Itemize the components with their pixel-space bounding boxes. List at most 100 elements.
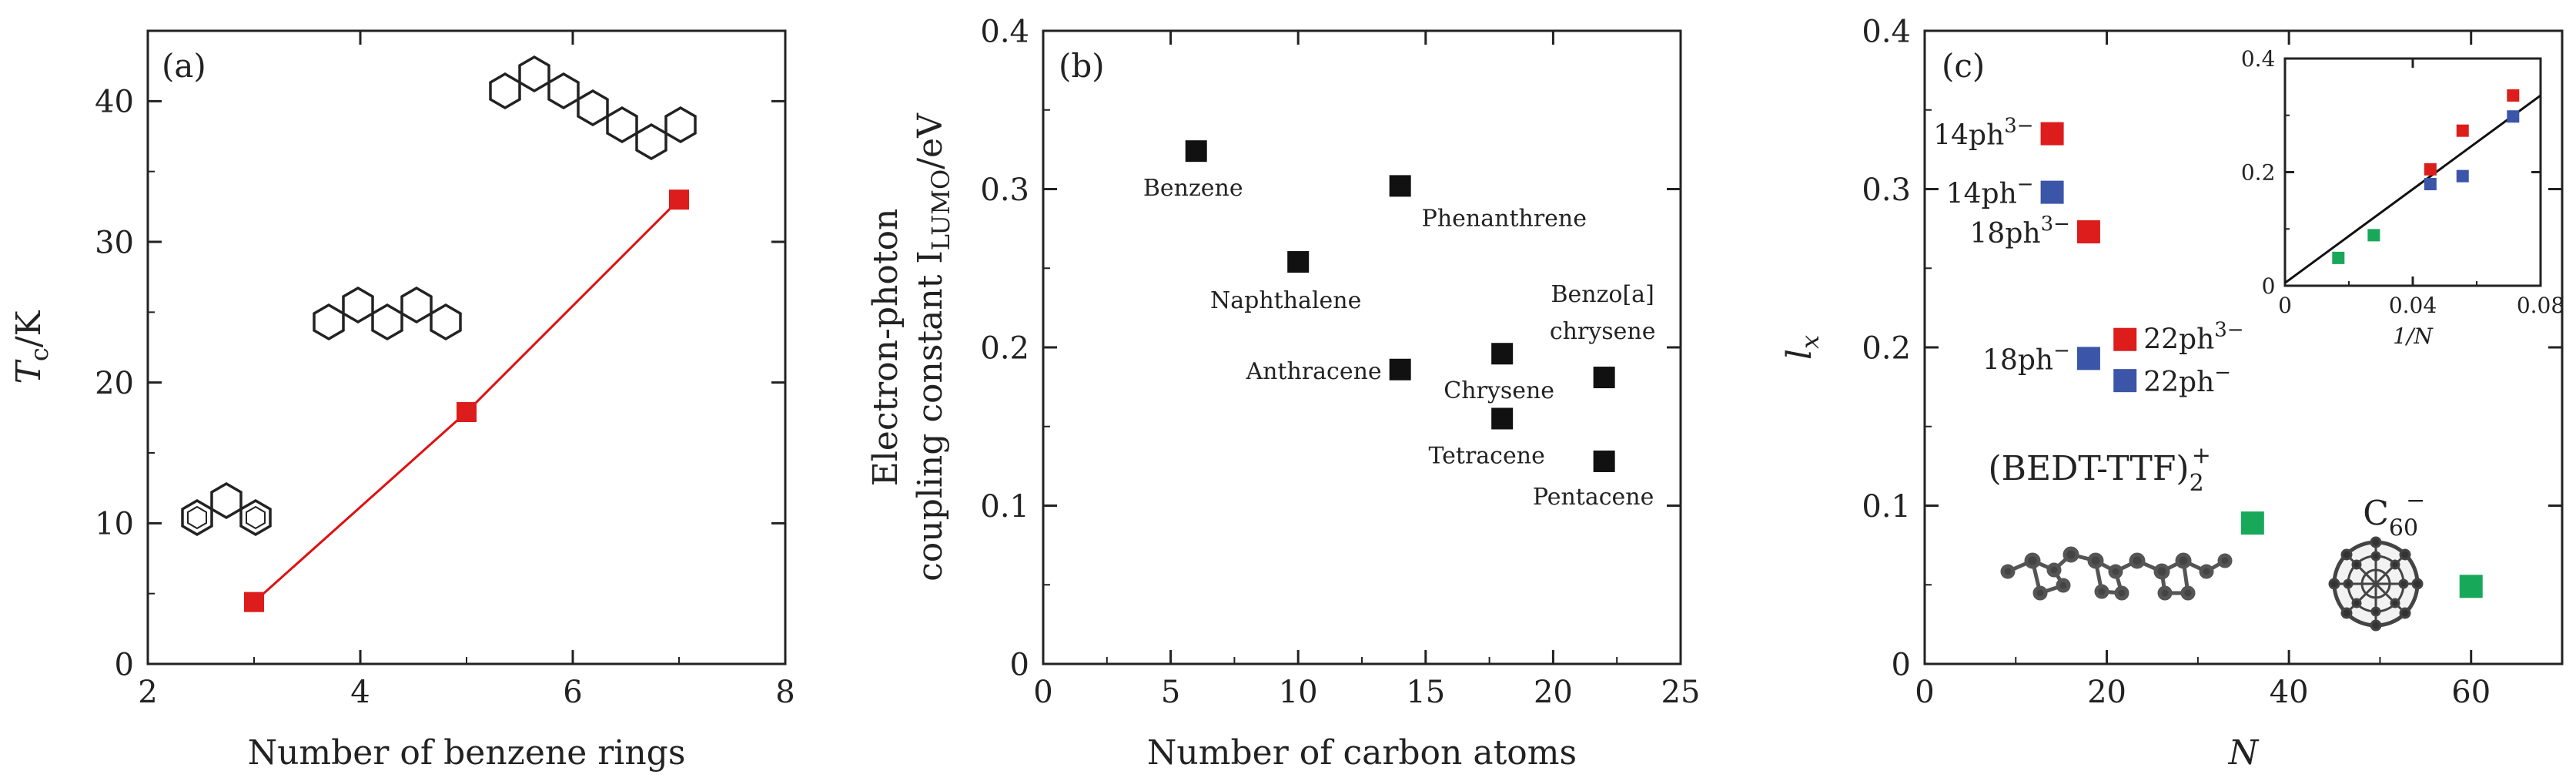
- panel-b-point-label: Anthracene: [1245, 358, 1381, 385]
- panel-b-x-tick-label: 20: [1534, 675, 1573, 710]
- panel-b-point-label: Chrysene: [1444, 377, 1554, 404]
- panel-c-point-label: 14ph3−: [1933, 115, 2033, 152]
- panel-c-data-point: [2076, 220, 2100, 243]
- panel-b-point-label: Tetracene: [1428, 442, 1544, 469]
- panel-b-point-label: Benzene: [1143, 175, 1243, 202]
- panel-b-data-point: [1491, 343, 1514, 365]
- panel-c-y-tick-label: 0.1: [1862, 489, 1911, 525]
- panel-c-data-point: [2459, 575, 2483, 598]
- panel-a-x-tick-label: 2: [138, 675, 157, 710]
- panel-c-y-tick-label: 0.3: [1862, 173, 1911, 208]
- panel-b-data-point: [1389, 175, 1411, 197]
- panel-b-data-point: [1287, 251, 1310, 273]
- panel-b-x-tick-label: 15: [1406, 675, 1445, 710]
- inset-data-point: [2424, 163, 2437, 176]
- panel-b-data-point: [1593, 367, 1615, 389]
- panel-a-y-tick-label: 30: [95, 225, 134, 260]
- panel-a: 2 4 6 8 0 10 20 30 40 (a) Number of benzene ring…: [9, 29, 795, 773]
- panel-c-point-label: 18ph3−: [1970, 213, 2070, 250]
- panel-c-point-label: 18ph−: [1982, 339, 2070, 376]
- panel-b-point-label: Naphthalene: [1210, 287, 1361, 314]
- inset-data-point: [2456, 124, 2469, 137]
- panel-c-y-axis-label: lx: [1780, 335, 1825, 360]
- panel-b-point-label: Phenanthrene: [1422, 205, 1587, 232]
- inset-data-point: [2424, 177, 2437, 190]
- inset-data-point: [2332, 251, 2345, 264]
- panel-a-label: (a): [162, 47, 206, 85]
- panel-c-x-axis-label: N: [2228, 733, 2260, 773]
- panel-a-ticks: 2 4 6 8 0 10 20 30 40: [95, 31, 795, 710]
- bedt-ttf-structure-icon: [2000, 546, 2233, 601]
- inset-x-tick-label: 0: [2278, 293, 2292, 318]
- panel-c-y-tick-label: 0.4: [1862, 14, 1911, 49]
- panel-b-point-label: Pentacene: [1533, 484, 1654, 511]
- panel-c-point-label: 14ph−: [1946, 173, 2034, 210]
- panel-c-data-point: [2076, 347, 2100, 370]
- inset-y-tick-label: 0: [2262, 273, 2276, 299]
- panel-c-data-point: [2040, 122, 2064, 146]
- panel-c-data-point: [2240, 511, 2264, 535]
- panel-a-x-tick-label: 6: [563, 675, 582, 710]
- panel-c-x-tick-label: 0: [1915, 675, 1934, 710]
- panel-b-data-point: [1491, 407, 1514, 430]
- panel-a-x-axis-label: Number of benzene rings: [248, 733, 686, 773]
- panel-a-data-point: [244, 592, 264, 612]
- panel-c-y-tick-label: 0.2: [1862, 330, 1911, 366]
- panel-a-y-tick-label: 20: [95, 366, 134, 401]
- panel-b-x-tick-label: 5: [1161, 675, 1180, 710]
- panel-c-y-tick-label: 0: [1892, 647, 1911, 682]
- panel-b-data-point: [1389, 358, 1411, 380]
- panel-b-point-label: chrysene: [1550, 318, 1656, 345]
- panel-c-label: (c): [1942, 47, 1985, 85]
- panel-b-ticks: 0 5 10 15 20 25 0 0.1 0.2 0.3 0.4: [980, 14, 1700, 710]
- panel-a-y-tick-label: 10: [95, 507, 134, 542]
- panel-c-points: 14ph3− 14ph−18ph3− 22ph3− 18ph− 22ph− (BEDT-T…: [1933, 115, 2483, 598]
- inset-x-tick-label: 0.04: [2389, 293, 2437, 318]
- panel-b: 0 5 10 15 20 25 0 0.1 0.2 0.3 0.4 (b) Number of ca…: [866, 14, 1700, 773]
- panel-c-data-point: [2113, 327, 2137, 351]
- panel-a-data-point: [669, 189, 689, 210]
- c60-fullerene-icon: [2328, 536, 2424, 632]
- panel-c-point-label: 22ph−: [2143, 361, 2231, 398]
- inset-data-point: [2367, 229, 2380, 242]
- inset-fit-line: [2284, 94, 2541, 284]
- phenanthrene-structure-icon: [181, 481, 272, 537]
- panel-a-series: [244, 189, 689, 612]
- panel-c-point-label: (BEDT-TTF)2+: [1989, 442, 2211, 497]
- panel-a-data-point: [457, 402, 477, 423]
- panel-c-inset: 0 0.04 0.08 0 0.2 0.4 1/N: [2241, 46, 2564, 349]
- panel-b-y-tick-label: 0.1: [980, 489, 1029, 525]
- panel-a-y-tick-label: 40: [95, 85, 134, 120]
- panel-b-data-point: [1593, 450, 1615, 472]
- panel-c-ticks: 0 20 40 60 0 0.1 0.2 0.3 0.4: [1862, 14, 2563, 710]
- panel-c-x-tick-label: 40: [2270, 675, 2309, 710]
- inset-ticks: 0 0.04 0.08 0 0.2 0.4: [2241, 46, 2564, 318]
- panel-b-x-tick-label: 10: [1279, 675, 1318, 710]
- panel-c-data-point: [2113, 369, 2137, 393]
- inset-x-axis-label: 1/N: [2393, 323, 2434, 349]
- inset-data-point: [2507, 89, 2520, 102]
- inset-points: [2284, 89, 2541, 284]
- picene-structure-icon: [313, 286, 462, 341]
- panel-b-y-tick-label: 0: [1010, 647, 1029, 682]
- seven-ring-structure-icon: [489, 55, 697, 161]
- panel-a-y-axis-label: Tc/K: [9, 310, 54, 384]
- inset-x-tick-label: 0.08: [2517, 293, 2564, 318]
- panel-b-data-point: [1185, 140, 1207, 163]
- panel-c-x-tick-label: 20: [2087, 675, 2126, 710]
- panel-c-point-label: 22ph3−: [2143, 319, 2243, 356]
- panel-b-y-axis-label-line2: coupling constant ILUMO/eV: [911, 112, 955, 582]
- panel-a-x-tick-label: 4: [350, 675, 370, 710]
- panel-c-data-point: [2040, 180, 2064, 204]
- inset-data-point: [2456, 169, 2469, 183]
- panel-b-x-axis-label: Number of carbon atoms: [1147, 733, 1577, 773]
- panel-b-x-tick-label: 25: [1661, 675, 1701, 710]
- inset-y-tick-label: 0.4: [2241, 46, 2276, 72]
- panel-b-label: (b): [1059, 47, 1105, 85]
- inset-data-point: [2507, 110, 2520, 123]
- panel-b-y-tick-label: 0.2: [980, 330, 1029, 366]
- panel-a-x-tick-label: 8: [775, 675, 795, 710]
- panel-b-y-axis-label-line1: Electron-photon: [866, 209, 905, 487]
